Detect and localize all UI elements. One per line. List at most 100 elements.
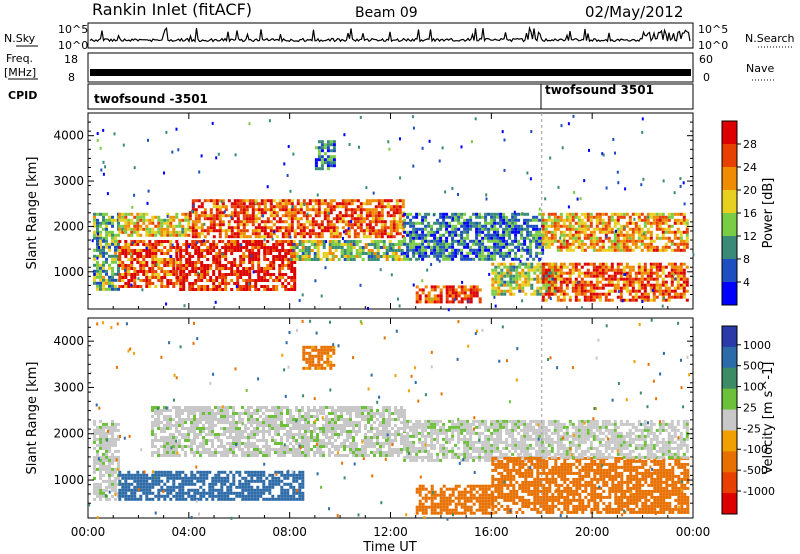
- data-cell: [604, 277, 608, 281]
- data-cell: [269, 261, 273, 264]
- data-cell: [151, 445, 154, 448]
- data-cell: [649, 245, 653, 249]
- data-cell: [227, 246, 231, 249]
- data-cell: [133, 215, 137, 219]
- data-cell: [105, 425, 108, 429]
- data-cell: [478, 288, 482, 292]
- data-cell: [266, 246, 270, 249]
- data-cell: [365, 208, 369, 212]
- data-cell: [509, 277, 513, 281]
- data-cell: [511, 221, 515, 225]
- data-cell: [320, 143, 324, 147]
- data-cell: [139, 218, 143, 222]
- data-cell: [111, 440, 114, 444]
- data-cell: [163, 240, 167, 243]
- data-cell: [337, 258, 341, 261]
- data-cell: [233, 249, 237, 252]
- data-cell: [383, 220, 387, 224]
- data-cell: [487, 239, 491, 243]
- data-cell: [433, 288, 437, 292]
- data-cell: [289, 485, 293, 489]
- data-cell: [487, 221, 491, 225]
- data-cell: [218, 270, 222, 273]
- data-cell: [181, 230, 185, 234]
- data-cell: [350, 208, 354, 212]
- data-cell: [649, 283, 653, 287]
- noise-cell: [234, 153, 237, 157]
- data-cell: [226, 473, 230, 477]
- data-cell: [203, 235, 207, 239]
- data-cell: [469, 291, 473, 295]
- data-cell: [181, 412, 184, 415]
- data-cell: [241, 482, 245, 486]
- data-cell: [469, 288, 473, 292]
- data-cell: [175, 261, 179, 264]
- data-cell: [281, 246, 285, 249]
- data-cell: [559, 274, 563, 278]
- data-cell: [190, 488, 194, 492]
- data-cell: [481, 254, 485, 258]
- data-cell: [157, 494, 161, 498]
- noise-cell: [474, 117, 477, 121]
- data-cell: [166, 221, 170, 225]
- data-cell: [127, 273, 131, 276]
- data-cell: [157, 488, 161, 492]
- data-cell: [196, 470, 200, 474]
- data-cell: [610, 227, 614, 231]
- noise-cell: [421, 279, 424, 283]
- data-cell: [199, 491, 203, 495]
- data-cell: [230, 249, 234, 252]
- data-cell: [448, 245, 452, 249]
- data-cell: [314, 223, 318, 227]
- data-cell: [344, 229, 348, 233]
- data-cell: [457, 227, 461, 231]
- data-cell: [520, 254, 524, 258]
- data-cell: [568, 298, 572, 302]
- data-cell: [595, 224, 599, 228]
- data-cell: [157, 409, 160, 412]
- data-cell: [359, 214, 363, 218]
- data-cell: [114, 422, 117, 426]
- data-cell: [637, 283, 641, 287]
- data-cell: [220, 479, 224, 483]
- colorbar-swatch: [722, 213, 737, 237]
- data-cell: [290, 202, 294, 206]
- data-cell: [211, 415, 214, 418]
- data-cell: [202, 448, 205, 451]
- data-cell: [220, 476, 224, 480]
- noise-cell: [250, 254, 253, 258]
- data-cell: [127, 279, 131, 282]
- data-cell: [290, 229, 294, 233]
- data-cell: [236, 273, 240, 276]
- data-cell: [99, 434, 102, 438]
- data-cell: [493, 227, 497, 231]
- data-cell: [580, 248, 584, 252]
- data-cell: [284, 205, 288, 209]
- data-cell: [580, 227, 584, 231]
- data-cell: [172, 488, 176, 492]
- data-cell: [619, 227, 623, 231]
- data-cell: [241, 491, 245, 495]
- data-cell: [121, 494, 125, 498]
- data-cell: [142, 488, 146, 492]
- data-cell: [595, 215, 599, 219]
- data-cell: [278, 202, 282, 206]
- data-cell: [322, 243, 326, 246]
- data-cell: [478, 230, 482, 234]
- data-cell: [362, 208, 366, 212]
- data-cell: [111, 428, 114, 432]
- data-cell: [194, 273, 198, 276]
- data-cell: [304, 246, 308, 249]
- data-cell: [193, 497, 197, 501]
- data-cell: [194, 252, 198, 255]
- data-cell: [577, 280, 581, 284]
- data-cell: [371, 217, 375, 221]
- data-cell: [248, 202, 252, 206]
- data-cell: [362, 217, 366, 221]
- data-cell: [298, 476, 302, 480]
- data-cell: [370, 255, 374, 258]
- data-cell: [640, 286, 644, 290]
- data-cell: [188, 243, 192, 246]
- noise-cell: [291, 205, 294, 209]
- data-cell: [388, 249, 392, 252]
